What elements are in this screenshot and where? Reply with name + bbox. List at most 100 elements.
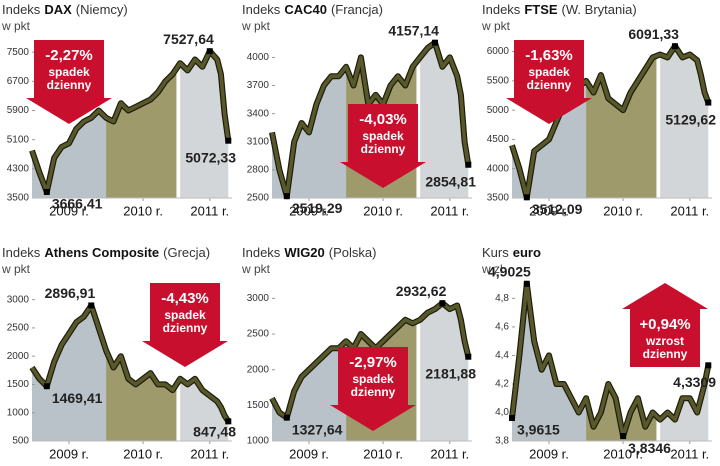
y-tick-label: 2800 bbox=[247, 165, 270, 176]
y-tick-label: 3400 bbox=[247, 108, 270, 119]
badge-change: +0,94% bbox=[639, 316, 690, 333]
chart-panel: Indeks Athens Composite (Grecja) w pkt 500 10… bbox=[1, 245, 236, 461]
unit-label: w pkt bbox=[241, 262, 271, 276]
value-label: 6091,33 bbox=[628, 26, 679, 42]
y-tick-label: 4000 bbox=[487, 163, 510, 174]
y-tick-label: 4,0 bbox=[495, 407, 509, 418]
y-tick-label: 5900 bbox=[7, 105, 30, 116]
title-suffix: (Niemcy) bbox=[76, 2, 128, 17]
x-tick-label: 2010 r. bbox=[123, 446, 163, 461]
title-suffix: (Francja) bbox=[331, 2, 383, 17]
y-tick-label: 500 bbox=[12, 436, 29, 447]
y-tick-label: 3500 bbox=[487, 193, 510, 204]
y-tick-label: 2000 bbox=[7, 351, 30, 362]
value-label: 4,9025 bbox=[488, 263, 531, 279]
badge-change: -1,63% bbox=[525, 47, 573, 64]
chart-title: Indeks DAX (Niemcy) bbox=[2, 2, 128, 17]
unit-label: w zł bbox=[481, 262, 503, 276]
chart-title: Indeks CAC40 (Francja) bbox=[242, 2, 383, 17]
y-tick-label: 4,8 bbox=[495, 293, 509, 304]
value-label: 2932,62 bbox=[396, 283, 447, 299]
series-line bbox=[30, 303, 230, 423]
point-marker bbox=[225, 418, 232, 425]
value-label: 2896,91 bbox=[45, 285, 96, 301]
x-tick-label: 2011 r. bbox=[430, 446, 469, 461]
unit-label: w pkt bbox=[481, 19, 511, 33]
y-tick-label: 4000 bbox=[247, 52, 270, 63]
point-marker bbox=[431, 39, 438, 46]
change-badge bbox=[330, 347, 416, 431]
chart-panel: Kurs euro w zł 3,8 4,0 4,2 4,4 4,6 4,8 2009 r. 201… bbox=[481, 245, 716, 461]
x-tick-label: 2009 r. bbox=[529, 446, 569, 461]
badge-line: spadek bbox=[352, 372, 394, 386]
point-marker bbox=[43, 383, 50, 390]
value-label: 2181,88 bbox=[425, 365, 476, 381]
badge-line: dzienny bbox=[527, 78, 572, 92]
badge-line: spadek bbox=[164, 308, 206, 322]
value-label: 3666,41 bbox=[52, 196, 103, 212]
point-marker bbox=[283, 193, 290, 200]
change-badge bbox=[142, 283, 228, 367]
y-tick-label: 1000 bbox=[7, 407, 30, 418]
y-tick-label: 3,8 bbox=[495, 436, 509, 447]
chart-title: Indeks Athens Composite (Grecja) bbox=[2, 245, 210, 260]
badge-line: dzienny bbox=[643, 347, 688, 361]
y-tick-label: 2500 bbox=[247, 329, 270, 340]
badge-change: -4,43% bbox=[161, 290, 209, 307]
x-tick-label: 2011 r. bbox=[670, 203, 709, 218]
title-prefix: Indeks bbox=[2, 245, 41, 260]
point-marker bbox=[671, 43, 678, 50]
value-label: 2519,29 bbox=[292, 200, 343, 216]
change-badge bbox=[506, 40, 592, 124]
badge-line: spadek bbox=[528, 65, 570, 79]
point-marker bbox=[43, 188, 50, 195]
badge-line: dzienny bbox=[47, 78, 92, 92]
x-tick-label: 2011 r. bbox=[190, 203, 229, 218]
point-marker bbox=[465, 161, 472, 168]
y-tick-label: 1500 bbox=[7, 379, 30, 390]
point-marker bbox=[439, 300, 446, 307]
y-tick-label: 2000 bbox=[247, 364, 270, 375]
title-suffix: (Polska) bbox=[329, 245, 377, 260]
change-badge bbox=[622, 283, 708, 367]
x-tick-label: 2009 r. bbox=[289, 203, 329, 218]
point-marker bbox=[705, 362, 712, 369]
badge-change: -2,27% bbox=[45, 47, 93, 64]
title-name: CAC40 bbox=[284, 2, 327, 17]
y-tick-label: 4,4 bbox=[495, 350, 509, 361]
chart-panel: Indeks DAX (Niemcy) w pkt 3500 4300 5100 5900 67… bbox=[1, 2, 236, 218]
chart-title: Indeks WIG20 (Polska) bbox=[242, 245, 376, 260]
y-tick-label: 4,6 bbox=[495, 322, 509, 333]
x-tick-label: 2010 r. bbox=[123, 203, 163, 218]
unit-label: w pkt bbox=[1, 19, 31, 33]
title-name: WIG20 bbox=[284, 245, 324, 260]
y-tick-label: 6700 bbox=[7, 76, 30, 87]
x-tick-label: 2009 r. bbox=[289, 446, 329, 461]
title-prefix: Indeks bbox=[482, 2, 521, 17]
y-tick-label: 4300 bbox=[7, 163, 30, 174]
y-tick-label: 2500 bbox=[7, 323, 30, 334]
unit-label: w pkt bbox=[1, 262, 31, 276]
badge-line: dzienny bbox=[361, 142, 406, 156]
point-marker bbox=[523, 194, 530, 201]
value-label: 4,3309 bbox=[673, 374, 716, 390]
y-tick-label: 3700 bbox=[247, 80, 270, 91]
value-label: 5129,62 bbox=[665, 111, 716, 127]
x-tick-label: 2011 r. bbox=[430, 203, 469, 218]
series-line bbox=[510, 282, 711, 438]
point-marker bbox=[88, 302, 95, 309]
y-tick-label: 1500 bbox=[247, 400, 270, 411]
title-name: FTSE bbox=[524, 2, 558, 17]
badge-change: -2,97% bbox=[349, 354, 397, 371]
y-tick-label: 5000 bbox=[487, 105, 510, 116]
x-tick-label: 2010 r. bbox=[603, 446, 643, 461]
title-prefix: Indeks bbox=[242, 2, 281, 17]
x-tick-label: 2010 r. bbox=[363, 203, 403, 218]
y-tick-label: 5500 bbox=[487, 75, 510, 86]
title-prefix: Kurs bbox=[482, 245, 509, 260]
title-name: Athens Composite bbox=[44, 245, 159, 260]
badge-line: spadek bbox=[362, 129, 404, 143]
title-suffix: (Grecja) bbox=[163, 245, 210, 260]
